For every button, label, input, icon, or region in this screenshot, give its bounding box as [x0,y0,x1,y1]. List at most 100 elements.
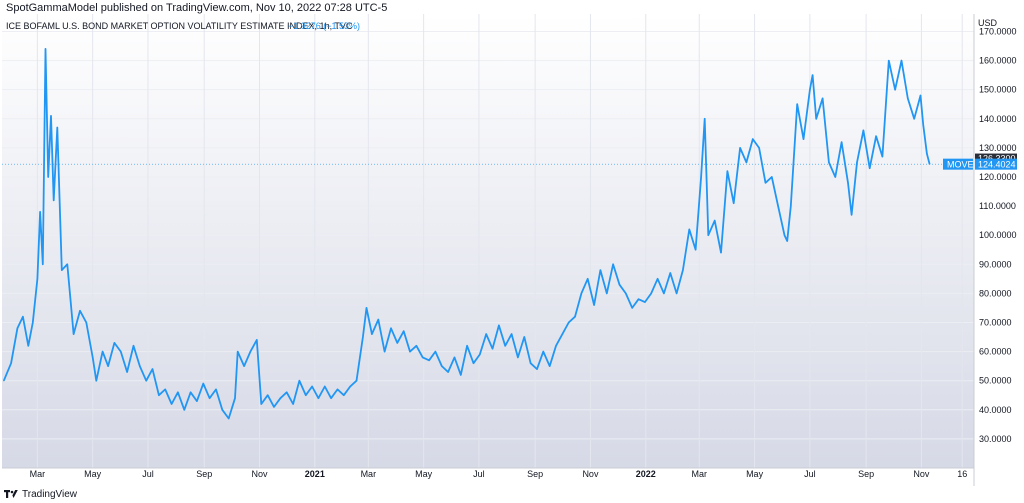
series-name-label: MOVE [947,160,974,170]
data-point [561,333,564,335]
data-point [809,89,811,91]
data-point [542,351,544,353]
data-point [922,124,924,126]
data-point [365,307,368,309]
data-point [574,316,576,318]
y-tick-label: 90.0000 [979,259,1012,269]
data-point [311,385,313,388]
data-point [53,199,55,201]
data-point [758,147,760,149]
data-point [120,351,122,353]
time-axis[interactable]: Mar May Jul Sep Nov 2021 Mar May Jul Sep Nov 2022 Ma… [2,467,974,479]
data-point [434,351,436,353]
data-point [377,319,379,321]
data-point [682,269,684,271]
data-point [926,153,928,155]
change-label: −1.9276 (−1.53%) [288,21,360,31]
data-point [428,359,430,361]
data-point [841,141,843,143]
data-point [466,345,468,347]
data-point [27,345,29,347]
data-point [631,307,633,309]
move-index-chart[interactable]: 30.0000 40.0000 50.0000 60.0000 70.0000 80.00… [0,14,1024,486]
data-point [384,351,386,353]
data-point [107,365,109,367]
chart-title: ICE BOFAML U.S. BOND MARKET OPTION VOLAT… [6,21,353,31]
data-point [504,345,506,347]
data-point [460,374,462,376]
data-point [145,380,147,382]
data-point [151,368,154,370]
data-point [549,365,551,367]
y-tick-label: 160.0000 [979,56,1017,66]
data-point [530,362,532,364]
data-point [669,272,671,274]
data-point [305,394,307,396]
data-point [279,397,281,399]
chart-area[interactable]: 30.0000 40.0000 50.0000 60.0000 70.0000 80.00… [0,14,1024,486]
data-point [900,60,903,62]
data-point [343,394,345,396]
data-point [657,278,659,280]
data-point [919,94,922,97]
y-tick-label: 80.0000 [979,288,1012,298]
x-tick-label: Mar [361,469,377,479]
series-name-badge [943,158,973,170]
footer: TradingView [4,487,77,501]
data-point [286,391,288,393]
data-point [228,417,230,420]
data-point [47,176,49,178]
data-point [336,388,339,390]
data-point [907,97,909,99]
data-point [126,371,128,373]
data-point [171,403,173,405]
data-point [720,252,722,254]
y-tick-label: 110.0000 [979,201,1016,211]
data-point [371,333,373,335]
data-point [739,147,741,149]
data-point [790,205,792,207]
data-point [249,351,251,353]
y-tick-label: 130.0000 [979,143,1017,153]
data-point [66,263,68,265]
data-point [92,356,94,358]
data-point [221,409,223,411]
data-point [828,161,830,163]
data-point [317,397,319,399]
data-point [32,321,34,324]
data-point [733,202,735,204]
data-point [447,371,449,373]
data-point [36,278,39,280]
data-point [164,388,166,390]
y-tick-label: 50.0000 [979,376,1012,386]
x-tick-label: Sep [196,469,212,479]
data-point [158,394,160,396]
data-point [599,269,602,271]
data-point [580,292,583,294]
data-point [3,380,5,382]
x-tick-label: Jul [473,469,485,479]
data-point [714,220,716,222]
x-tick-label: Mar [692,469,708,479]
data-point [42,263,44,265]
data-point [536,368,538,370]
data-point [256,339,258,341]
price-axis[interactable]: 30.0000 40.0000 50.0000 60.0000 70.0000 80.00… [973,14,1017,486]
data-point [704,118,706,120]
data-point [783,234,786,236]
data-point [355,380,358,382]
data-point [39,211,41,213]
x-tick-label: 2022 [636,469,656,479]
x-tick-label: Nov [913,469,930,479]
data-point [453,356,456,358]
data-point [330,397,332,399]
data-point [183,409,185,411]
data-point [177,391,179,393]
grid-lines [2,14,974,468]
data-point [324,385,326,388]
data-point [209,397,211,399]
y-tick-label: 70.0000 [979,317,1012,327]
data-point [234,397,236,399]
data-point [237,351,239,353]
data-point [22,316,24,318]
